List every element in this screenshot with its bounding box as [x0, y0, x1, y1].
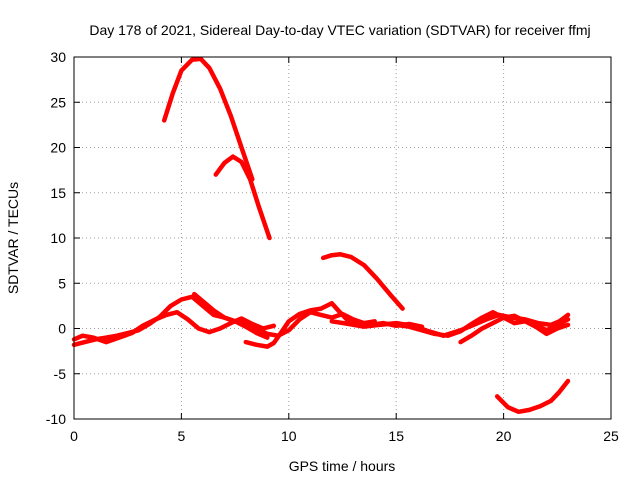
y-tick-label: 20: [50, 140, 66, 156]
x-tick-label: 15: [388, 428, 404, 444]
y-tick-label: 10: [50, 230, 66, 246]
series-line-low-2: [71, 309, 277, 345]
x-axis-label: GPS time / hours: [289, 458, 396, 474]
series-line-arc-mid: [213, 154, 272, 241]
y-axis-label: SDTVAR / TECUs: [5, 182, 21, 294]
series-line-low-7: [458, 313, 571, 345]
x-tick-label: 0: [70, 428, 78, 444]
series-line-arc-noon: [320, 252, 405, 311]
x-tick-label: 5: [178, 428, 186, 444]
y-tick-label: 15: [50, 185, 66, 201]
grid-layer: [74, 57, 611, 419]
x-tick-label: 10: [281, 428, 297, 444]
tick-layer: [73, 56, 612, 420]
tick-label-layer: 0 5 10 15 20 25 -10 -5 0 5 10 15 20 25 30: [46, 49, 619, 444]
series-line-low-6: [393, 309, 571, 338]
y-tick-label: 0: [58, 321, 66, 337]
series-line-arc-negative: [494, 378, 571, 415]
chart-title: Day 178 of 2021, Sidereal Day-to-day VTE…: [89, 22, 590, 38]
y-tick-label: -5: [54, 366, 67, 382]
x-tick-label: 25: [603, 428, 619, 444]
x-tick-label: 20: [496, 428, 512, 444]
y-tick-label: -10: [46, 411, 66, 427]
y-tick-label: 25: [50, 94, 66, 110]
series-layer: [71, 56, 571, 415]
y-tick-label: 30: [50, 49, 66, 65]
series-line-arc-high: [161, 56, 255, 182]
y-tick-label: 5: [58, 275, 66, 291]
